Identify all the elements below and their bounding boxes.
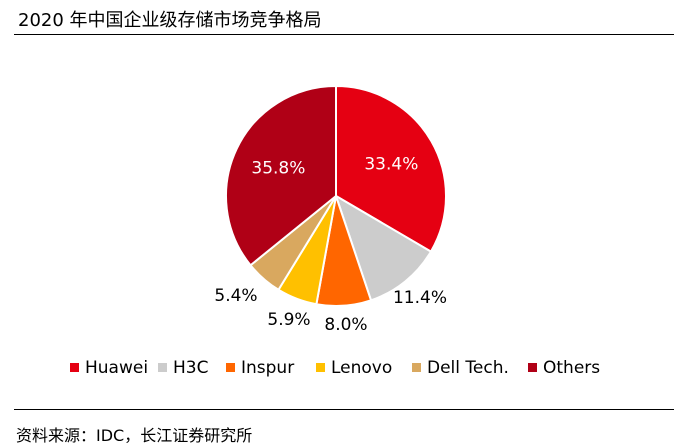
- legend-swatch-lenovo: [316, 363, 325, 372]
- data-label-lenovo: 5.9%: [267, 310, 310, 330]
- data-label-huawei: 33.4%: [364, 154, 418, 174]
- pie-slice-others: [225, 84, 337, 267]
- legend-swatch-h3c: [158, 363, 167, 372]
- legend-swatch-dell-tech: [412, 363, 421, 372]
- source-note: 资料来源：IDC，长江证券研究所: [16, 426, 253, 445]
- pie-slice-huawei: [335, 84, 447, 253]
- data-label-h3c: 11.4%: [393, 288, 447, 308]
- legend-swatch-inspur: [226, 363, 235, 372]
- legend-label-h3c: H3C: [173, 358, 208, 378]
- data-label-dell-tech: 5.4%: [214, 286, 257, 306]
- legend-label-lenovo: Lenovo: [331, 358, 392, 378]
- pie-chart: 33.4% 11.4% 8.0% 5.9% 5.4% 35.8% Huawei H3C Insp…: [70, 84, 600, 378]
- source-divider: [14, 409, 674, 410]
- data-label-others: 35.8%: [251, 159, 305, 179]
- legend-label-huawei: Huawei: [85, 358, 148, 378]
- legend-label-others: Others: [543, 358, 600, 378]
- pie-slice-h3c: [334, 193, 433, 302]
- legend-swatch-huawei: [70, 363, 79, 372]
- legend-label-inspur: Inspur: [241, 358, 294, 378]
- legend-label-dell-tech: Dell Tech.: [427, 358, 509, 378]
- legend-swatch-others: [528, 363, 537, 372]
- data-label-inspur: 8.0%: [324, 315, 367, 335]
- title-divider: [14, 34, 674, 35]
- chart-title: 2020 年中国企业级存储市场竞争格局: [18, 10, 322, 31]
